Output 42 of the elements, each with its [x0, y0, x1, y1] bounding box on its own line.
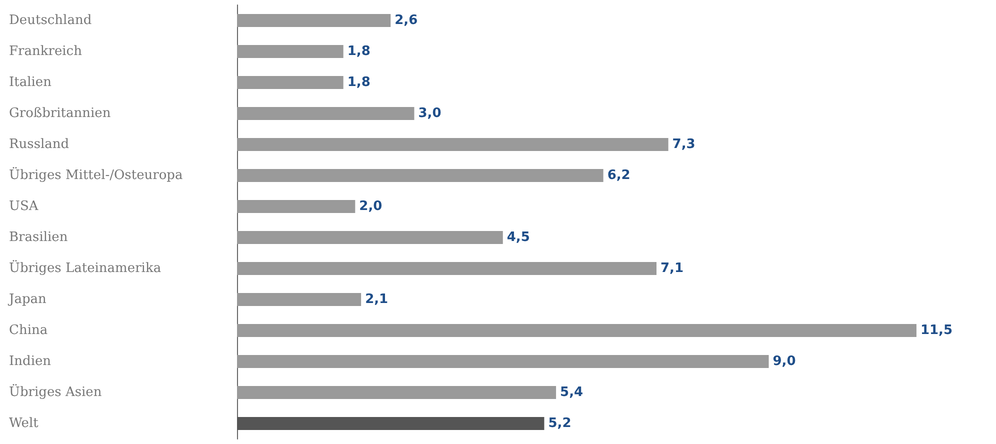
y-tick-label: Übriges Mittel-/Osteuropa	[9, 167, 183, 183]
bar	[237, 386, 556, 399]
y-tick-label: Italien	[9, 75, 52, 90]
y-tick-label: Indien	[9, 354, 52, 369]
y-tick-label: China	[9, 323, 48, 338]
bar	[237, 417, 544, 430]
bar	[237, 200, 356, 213]
data-label: 7,1	[660, 261, 684, 276]
y-tick-label: Übriges Asien	[9, 384, 102, 400]
bar	[237, 293, 362, 306]
y-tick-label: Welt	[9, 416, 40, 431]
bar	[237, 107, 414, 120]
bar	[237, 45, 344, 58]
y-tick-label: Frankreich	[9, 44, 83, 59]
data-label: 1,8	[347, 75, 370, 90]
data-label: 11,5	[920, 323, 953, 338]
y-tick-label: Übriges Lateinamerika	[9, 260, 162, 276]
bar	[237, 324, 916, 337]
bar	[237, 231, 503, 244]
data-label: 2,0	[359, 199, 382, 214]
data-label: 5,4	[560, 385, 584, 400]
bar	[237, 76, 344, 89]
y-tick-label: Deutschland	[9, 13, 92, 28]
data-label: 1,8	[347, 44, 370, 59]
y-tick-label: USA	[9, 199, 39, 214]
data-label: 4,5	[506, 230, 530, 245]
data-label: 6,2	[607, 168, 630, 183]
bar	[237, 138, 668, 151]
bar	[237, 262, 656, 275]
bar	[237, 355, 769, 368]
data-label: 7,3	[672, 137, 696, 152]
data-label: 2,1	[365, 292, 388, 307]
data-label: 5,2	[548, 416, 572, 431]
y-tick-label: Japan	[7, 292, 48, 307]
y-tick-label: Russland	[9, 137, 70, 152]
bar	[237, 14, 391, 27]
data-label: 9,0	[772, 354, 796, 369]
y-tick-label: Großbritannien	[9, 106, 112, 121]
data-label: 2,6	[394, 13, 418, 28]
y-tick-label: Brasilien	[9, 230, 68, 245]
data-label: 3,0	[418, 106, 442, 121]
bar	[237, 169, 604, 182]
